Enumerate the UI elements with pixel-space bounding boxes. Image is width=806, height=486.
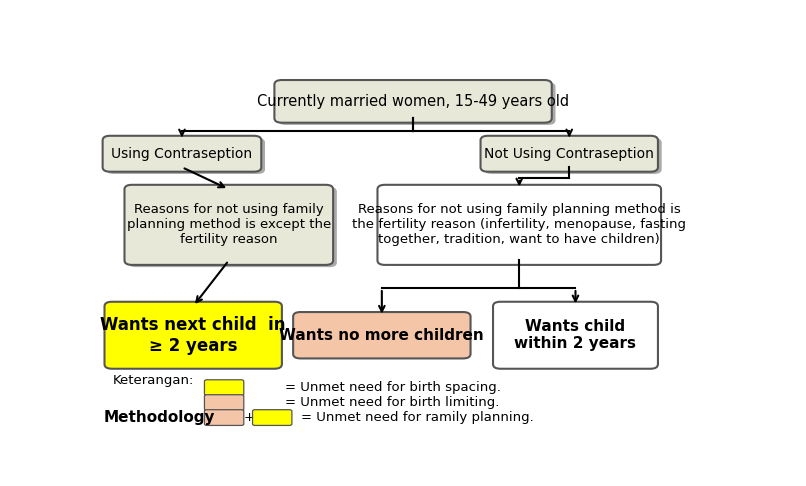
Text: = Unmet need for ramily planning.: = Unmet need for ramily planning. (301, 411, 534, 424)
Text: Not Using Contraseption: Not Using Contraseption (484, 147, 654, 161)
Text: Methodology: Methodology (104, 410, 215, 425)
Text: = Unmet need for birth spacing.: = Unmet need for birth spacing. (285, 381, 501, 394)
FancyBboxPatch shape (377, 185, 661, 265)
Text: = Unmet need for birth limiting.: = Unmet need for birth limiting. (285, 396, 500, 409)
Text: Reasons for not using family
planning method is except the
fertility reason: Reasons for not using family planning me… (127, 203, 331, 246)
FancyBboxPatch shape (252, 410, 292, 425)
FancyBboxPatch shape (480, 136, 658, 172)
Text: Using Contraseption: Using Contraseption (111, 147, 252, 161)
FancyBboxPatch shape (484, 138, 662, 174)
Text: Wants no more children: Wants no more children (280, 328, 484, 343)
FancyBboxPatch shape (278, 82, 555, 125)
Text: Wants child
within 2 years: Wants child within 2 years (514, 319, 637, 351)
FancyBboxPatch shape (105, 302, 282, 369)
FancyBboxPatch shape (106, 138, 265, 174)
FancyBboxPatch shape (293, 312, 471, 359)
FancyBboxPatch shape (128, 187, 337, 267)
FancyBboxPatch shape (102, 136, 261, 172)
Text: Keterangan:: Keterangan: (113, 374, 194, 387)
FancyBboxPatch shape (274, 80, 552, 122)
FancyBboxPatch shape (124, 185, 333, 265)
FancyBboxPatch shape (205, 395, 243, 411)
FancyBboxPatch shape (205, 410, 243, 425)
FancyBboxPatch shape (493, 302, 658, 369)
Text: Reasons for not using family planning method is
the fertility reason (infertilit: Reasons for not using family planning me… (352, 203, 686, 246)
Text: Currently married women, 15-49 years old: Currently married women, 15-49 years old (257, 94, 569, 109)
FancyBboxPatch shape (205, 380, 243, 396)
Text: +: + (243, 411, 254, 424)
Text: Wants next child  in
≥ 2 years: Wants next child in ≥ 2 years (101, 316, 286, 355)
